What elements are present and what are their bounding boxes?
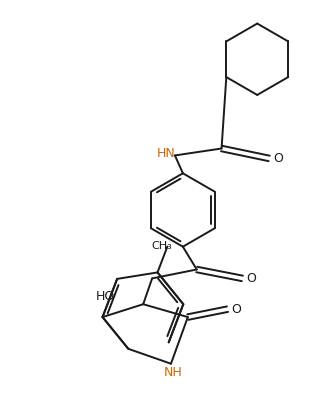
Text: NH: NH xyxy=(163,366,182,379)
Text: O: O xyxy=(231,303,241,316)
Text: HO: HO xyxy=(96,290,115,303)
Text: O: O xyxy=(273,152,283,165)
Text: CH₃: CH₃ xyxy=(151,241,172,251)
Text: HN: HN xyxy=(157,147,176,160)
Text: O: O xyxy=(246,272,256,285)
